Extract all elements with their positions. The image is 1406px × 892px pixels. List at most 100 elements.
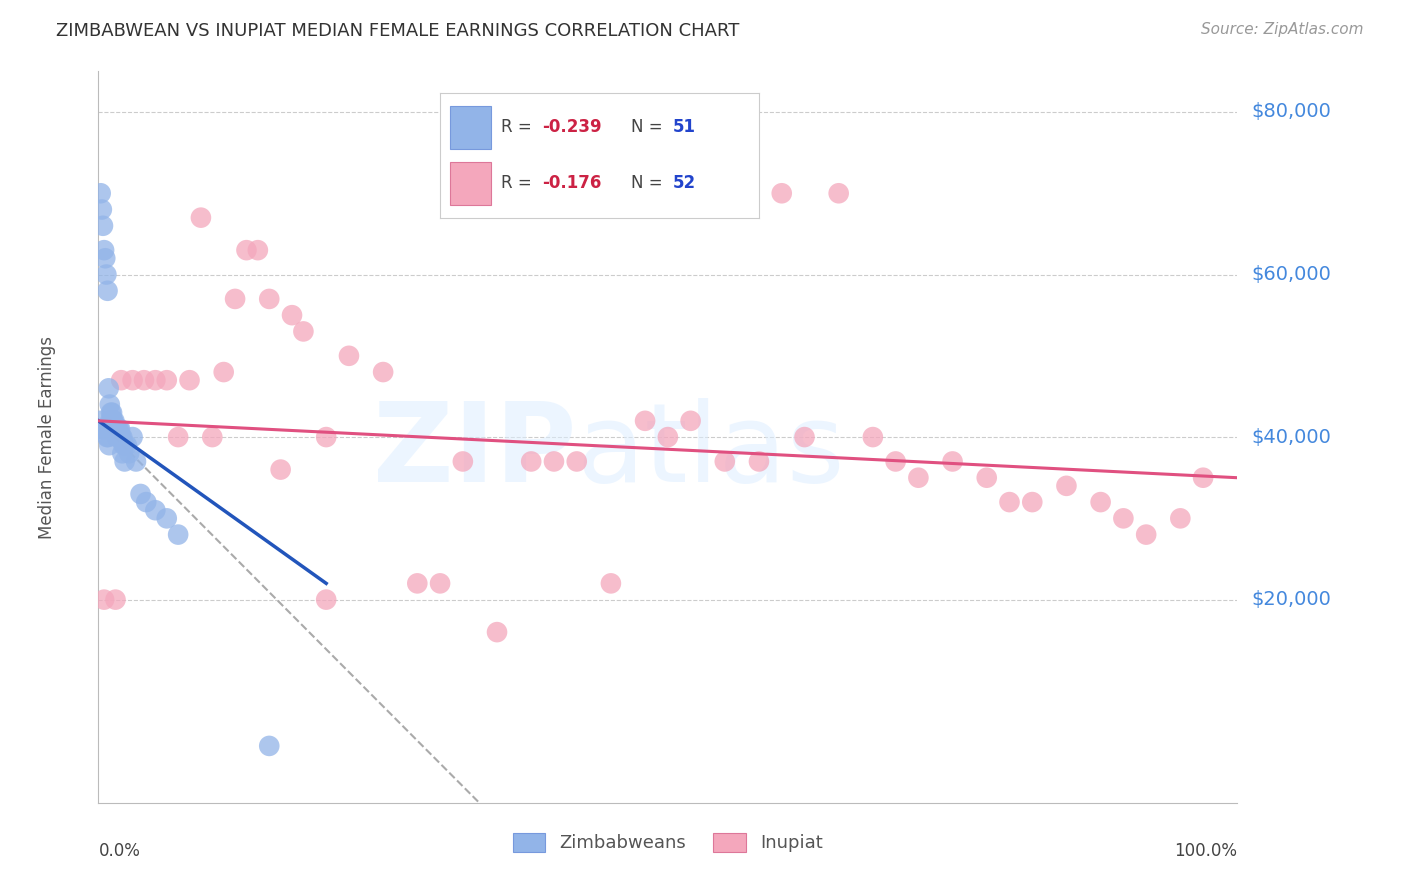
Point — [94, 252, 117, 266]
Text: atlas: atlas — [576, 398, 845, 505]
Point — [103, 414, 125, 428]
Legend: Zimbabweans, Inupiat: Zimbabweans, Inupiat — [505, 826, 831, 860]
Point — [135, 495, 157, 509]
Point — [100, 414, 122, 428]
Point — [121, 373, 143, 387]
Text: Source: ZipAtlas.com: Source: ZipAtlas.com — [1201, 22, 1364, 37]
Point — [156, 511, 179, 525]
Point — [112, 438, 135, 452]
Point — [96, 284, 118, 298]
Point — [93, 422, 115, 436]
Point — [93, 592, 115, 607]
Point — [145, 503, 167, 517]
Point — [108, 430, 131, 444]
Point — [96, 268, 118, 282]
Point — [98, 438, 121, 452]
Point — [429, 576, 451, 591]
Text: 0.0%: 0.0% — [98, 842, 141, 860]
Point — [100, 414, 122, 428]
Point — [793, 430, 815, 444]
Point — [292, 325, 315, 339]
Point — [862, 430, 884, 444]
Point — [101, 414, 124, 428]
Text: ZIMBABWEAN VS INUPIAT MEDIAN FEMALE EARNINGS CORRELATION CHART: ZIMBABWEAN VS INUPIAT MEDIAN FEMALE EARN… — [56, 22, 740, 40]
Point — [90, 422, 112, 436]
Point — [1112, 511, 1135, 525]
Point — [281, 308, 304, 322]
Point — [315, 592, 337, 607]
Point — [190, 211, 212, 225]
Text: $40,000: $40,000 — [1251, 427, 1331, 447]
Point — [259, 292, 281, 306]
Point — [634, 414, 657, 428]
Point — [132, 373, 155, 387]
Point — [100, 406, 122, 420]
Text: $80,000: $80,000 — [1251, 103, 1331, 121]
Point — [167, 527, 190, 541]
Point — [167, 430, 190, 444]
Point — [270, 462, 292, 476]
Point — [748, 454, 770, 468]
Point — [998, 495, 1021, 509]
Point — [179, 373, 201, 387]
Point — [1021, 495, 1043, 509]
Point — [93, 243, 115, 257]
Point — [110, 430, 132, 444]
Point — [121, 430, 143, 444]
Point — [90, 186, 112, 201]
Point — [1135, 527, 1157, 541]
Point — [97, 430, 120, 444]
Point — [125, 454, 148, 468]
Point — [101, 406, 124, 420]
Point — [107, 430, 129, 444]
Point — [201, 430, 224, 444]
Point — [91, 422, 114, 436]
Point — [107, 422, 129, 436]
Point — [108, 422, 131, 436]
Point — [235, 243, 257, 257]
Point — [98, 398, 121, 412]
Point — [714, 454, 737, 468]
Point — [337, 349, 360, 363]
Point — [104, 422, 127, 436]
Point — [543, 454, 565, 468]
Point — [259, 739, 281, 753]
Point — [145, 373, 167, 387]
Point — [315, 430, 337, 444]
Point — [371, 365, 394, 379]
Point — [105, 430, 128, 444]
Point — [96, 430, 118, 444]
Point — [942, 454, 965, 468]
Point — [1090, 495, 1112, 509]
Point — [600, 576, 623, 591]
Point — [90, 202, 112, 217]
Point — [224, 292, 246, 306]
Point — [114, 438, 136, 452]
Point — [679, 414, 702, 428]
Point — [156, 373, 179, 387]
Text: ZIP: ZIP — [374, 398, 576, 505]
Text: $60,000: $60,000 — [1251, 265, 1331, 284]
Point — [103, 414, 125, 428]
Point — [520, 454, 543, 468]
Point — [89, 414, 111, 428]
Point — [129, 487, 152, 501]
Point — [565, 454, 588, 468]
Point — [103, 422, 125, 436]
Point — [91, 219, 114, 233]
Point — [1170, 511, 1192, 525]
Point — [451, 454, 474, 468]
Point — [111, 430, 134, 444]
Point — [657, 430, 679, 444]
Point — [770, 186, 793, 201]
Point — [104, 422, 127, 436]
Point — [110, 373, 132, 387]
Point — [97, 381, 120, 395]
Point — [828, 186, 851, 201]
Point — [118, 446, 141, 460]
Point — [907, 471, 929, 485]
Point — [246, 243, 269, 257]
Text: Median Female Earnings: Median Female Earnings — [38, 335, 56, 539]
Text: $20,000: $20,000 — [1251, 591, 1331, 609]
Point — [212, 365, 235, 379]
